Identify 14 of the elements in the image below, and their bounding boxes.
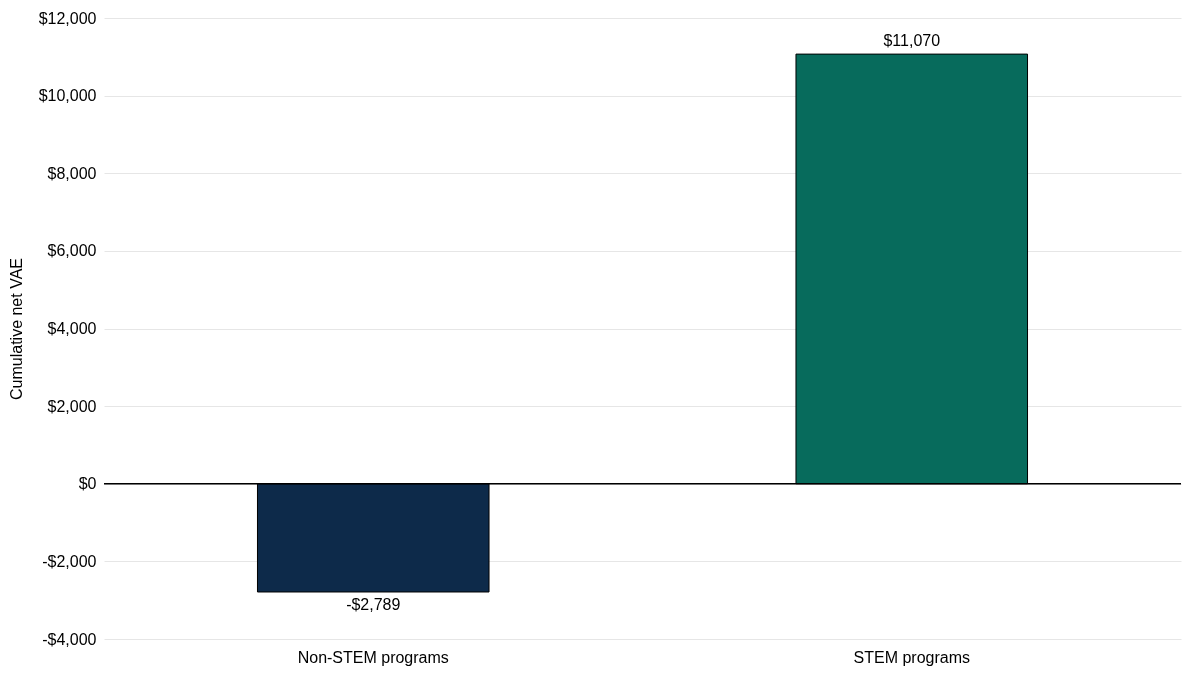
data-label: -$2,789 [346, 596, 401, 613]
y-tick-label: $12,000 [38, 9, 97, 27]
y-tick-label: -$4,000 [42, 630, 97, 648]
y-tick-label: $4,000 [47, 320, 97, 337]
y-axis-title: Cumulative net VAE [7, 258, 25, 400]
x-tick-label: Non-STEM programs [297, 648, 449, 666]
data-label: $11,070 [883, 32, 941, 50]
x-tick-label: STEM programs [853, 648, 970, 666]
y-tick-label: $0 [78, 475, 97, 493]
y-tick-label: $10,000 [38, 87, 97, 105]
y-tick-label: $2,000 [47, 397, 97, 415]
y-tick-label: -$2,000 [42, 552, 97, 570]
y-tick-label: $8,000 [47, 164, 97, 182]
y-tick-label: $6,000 [47, 242, 97, 260]
